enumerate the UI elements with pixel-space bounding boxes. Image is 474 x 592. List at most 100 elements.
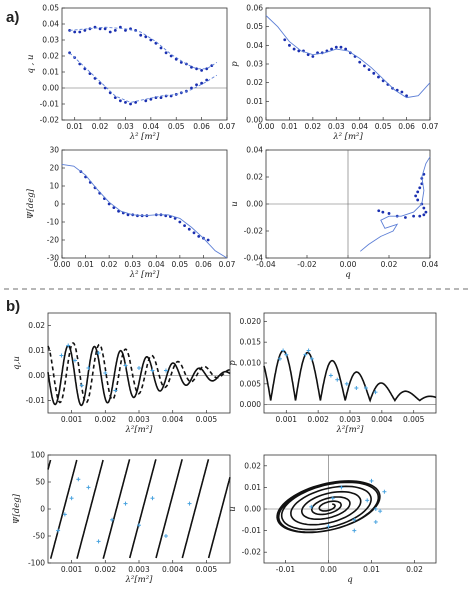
x-tick-label: 0.06 (193, 122, 210, 131)
model-curve (276, 480, 381, 534)
data-point (139, 33, 143, 37)
model-curve (263, 349, 437, 403)
x-tick-label: 0.00 (258, 122, 275, 131)
panel-a-label: a) (6, 9, 19, 26)
data-point (334, 45, 338, 49)
data-point (187, 227, 191, 231)
data-point (124, 101, 127, 104)
x-tick-label: 0.02 (101, 260, 118, 269)
y-axis-label: u (230, 201, 240, 206)
x-tick-label: 0.06 (398, 122, 415, 131)
data-point (412, 214, 415, 218)
y-tick-label: -0.01 (242, 526, 262, 535)
y-axis-label: q,u (12, 356, 22, 370)
x-tick-label: 0.06 (195, 260, 212, 269)
data-point (414, 194, 418, 198)
data-point (129, 102, 132, 106)
data-point (83, 29, 87, 32)
data-point (118, 99, 122, 103)
x-tick-label: 0.02 (381, 260, 398, 269)
plot-frame (61, 7, 228, 121)
y-tick-label: -0.02 (244, 227, 264, 236)
x-tick-label: 0.02 (406, 565, 423, 574)
x-tick-label: 0.005 (196, 415, 218, 424)
x-axis-label: q (347, 575, 353, 585)
data-point (73, 30, 77, 34)
plot-frame (47, 312, 231, 414)
x-tick-label: 0.002 (307, 415, 329, 424)
data-point (416, 198, 420, 202)
data-point (190, 86, 193, 90)
data-point (124, 29, 127, 32)
model-curve (69, 52, 218, 103)
x-tick-label: 0.03 (124, 260, 141, 269)
y-axis-label: q , u (26, 54, 36, 73)
data-point (206, 238, 210, 242)
y-tick-label: 0.01 (244, 483, 261, 492)
x-tick-label: 0.07 (422, 122, 439, 131)
data-point (422, 206, 426, 210)
x-axis-label: λ²[m²] (125, 425, 154, 435)
x-tick-label: 0.01 (281, 122, 298, 131)
y-axis-label: u (228, 506, 238, 511)
y-tick-label: 0.05 (42, 4, 59, 13)
x-axis-label: λ²[m²] (125, 575, 154, 585)
x-axis-label: λ² [m²] (129, 270, 160, 280)
data-point (205, 67, 209, 71)
data-point (400, 90, 404, 94)
data-point (197, 235, 201, 238)
x-tick-label: 0.07 (219, 122, 236, 131)
model-curve-segment (181, 459, 210, 559)
y-tick-label: 0.02 (42, 52, 59, 61)
y-tick-label: 0.01 (28, 346, 45, 355)
chart-a4: -0.04 -0.02 0.00 0.02 0.04 -0.04 -0.02 0.00 0.02… (230, 146, 439, 281)
chart-a3: 0.00 0.01 0.02 0.03 0.04 0.05 0.06 0.07 -30 -20 -1… (26, 146, 236, 281)
data-point (377, 209, 381, 213)
data-point (103, 27, 107, 31)
x-tick-label: 0.02 (305, 122, 322, 131)
x-tick-label: 0.002 (95, 415, 117, 424)
panel-b-label: b) (6, 298, 20, 315)
y-tick-label: 50 (35, 478, 45, 487)
y-tick-label: 0.00 (246, 200, 263, 209)
data-point (200, 81, 204, 85)
chart-a2: 0.00 0.01 0.02 0.03 0.04 0.05 0.06 0.07 0.00 0.01… (230, 4, 439, 143)
data-point (358, 60, 362, 64)
x-tick-label: 0.03 (328, 122, 345, 131)
model-curve (47, 342, 230, 404)
data-point (363, 64, 366, 68)
y-tick-label: -100 (28, 559, 45, 568)
x-axis-label: λ² [m²] (129, 132, 160, 142)
x-tick-label: 0.02 (92, 122, 109, 131)
x-tick-label: 0.003 (128, 565, 150, 574)
y-tick-label: 0.00 (244, 505, 261, 514)
data-point (283, 38, 287, 42)
y-tick-label: -10 (47, 218, 59, 227)
x-tick-label: 0.01 (66, 122, 83, 131)
y-tick-label: -0.02 (40, 116, 60, 125)
x-tick-label: 0.05 (375, 122, 392, 131)
y-tick-label: 0.015 (240, 338, 262, 347)
data-point (144, 99, 148, 103)
data-point (98, 81, 102, 85)
y-tick-label: 0 (40, 505, 45, 514)
x-tick-label: 0.001 (61, 565, 83, 574)
y-tick-label: 0.02 (28, 321, 45, 330)
y-tick-label: 100 (31, 451, 46, 460)
chart-b2: 0.001 0.002 0.003 0.004 0.005 0.000 0.005 0.010… (228, 312, 437, 435)
y-axis-label: p (228, 360, 238, 366)
x-tick-label: 0.04 (148, 260, 165, 269)
data-point (381, 210, 385, 214)
data-point (330, 47, 333, 51)
y-tick-label: 0.010 (240, 359, 262, 368)
x-tick-label: 0.05 (172, 260, 189, 269)
y-axis-label: Ψ[deg] (12, 493, 22, 524)
data-point (200, 69, 204, 72)
y-tick-label: -20 (47, 236, 59, 245)
x-tick-label: 0.04 (422, 260, 439, 269)
data-point (311, 55, 315, 58)
y-tick-label: 0.05 (246, 22, 263, 31)
x-tick-label: 0.005 (403, 415, 425, 424)
y-axis-label: Ψ[deg] (26, 188, 36, 219)
